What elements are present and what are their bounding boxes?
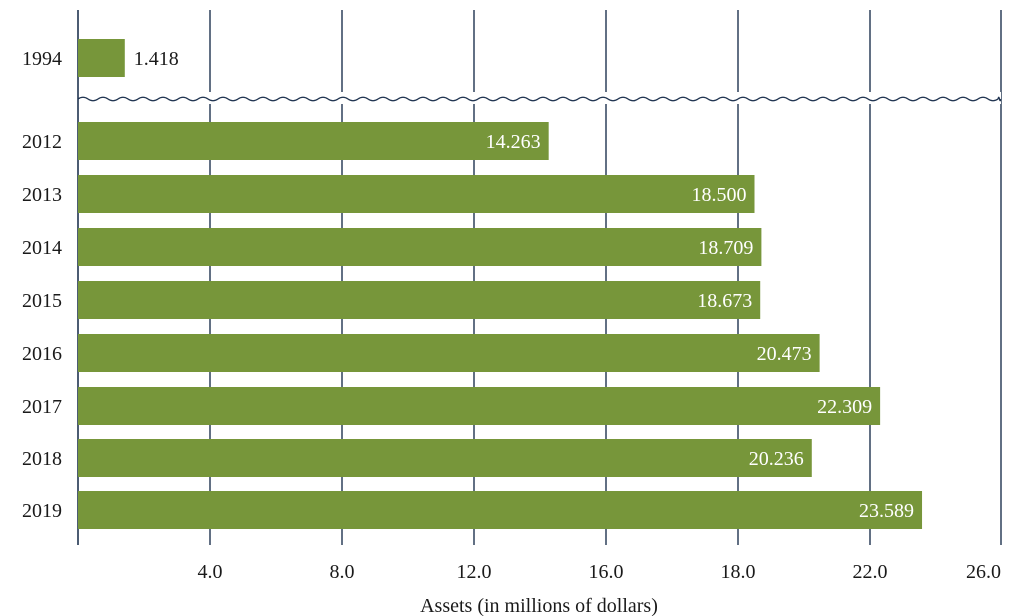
bar [78,122,549,160]
x-tick-label: 8.0 [330,561,355,583]
category-label: 2016 [22,343,62,365]
x-tick-label: 22.0 [853,561,888,583]
category-label: 2017 [22,396,62,418]
data-label: 23.589 [859,500,914,522]
data-label: 20.473 [757,343,812,365]
bar [78,439,812,477]
category-label: 2015 [22,290,62,312]
category-label: 2014 [22,237,62,259]
bar [78,334,820,372]
data-label: 18.673 [697,290,752,312]
x-tick-label: 16.0 [589,561,624,583]
x-tick-label: 12.0 [457,561,492,583]
bar [78,387,881,425]
x-tick-label: 18.0 [721,561,756,583]
data-label: 18.500 [692,184,747,206]
x-tick-labels: 4.0 8.0 12.0 16.0 18.0 22.0 26.0 [198,561,1002,583]
data-label: 20.236 [749,448,804,470]
bar [78,228,762,266]
category-label: 2019 [22,500,62,522]
category-label: 2018 [22,448,62,470]
category-label: 1994 [22,48,62,70]
data-label: 22.309 [817,396,872,418]
bar [78,281,761,319]
category-label: 2013 [22,184,62,206]
bar [78,175,755,213]
bar [78,491,923,529]
x-tick-label: 4.0 [198,561,223,583]
data-label: 1.418 [134,48,179,70]
data-label: 18.709 [698,237,753,259]
category-labels: 1994 2012 2013 2014 2015 2016 2017 2018 2019 [22,48,62,522]
bars: 1.418 14.263 18.500 18.709 18.673 20.473 22.30… [78,39,923,529]
x-tick-label: 26.0 [966,561,1001,583]
axis-break [77,92,1002,104]
category-label: 2012 [22,131,62,153]
data-label: 14.263 [486,131,541,153]
bar [78,39,125,77]
x-axis-title: Assets (in millions of dollars) [420,595,658,616]
axis-break-wave [77,96,1002,102]
